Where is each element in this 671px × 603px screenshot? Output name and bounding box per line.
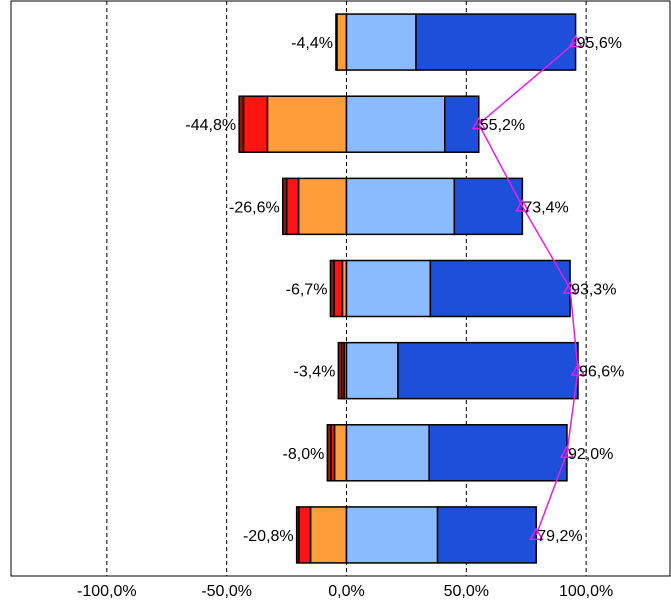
- data-label-positive: 95,6%: [577, 35, 622, 52]
- line-marker: [568, 34, 583, 48]
- bar-positive: [415, 13, 577, 71]
- bar-negative: [298, 506, 312, 564]
- line-marker: [559, 445, 575, 459]
- bar-positive: [345, 177, 456, 236]
- bar-negative: [285, 177, 300, 236]
- bar-negative: [238, 95, 245, 153]
- bar-negative: [337, 341, 343, 400]
- line-path: [477, 41, 579, 536]
- bar-negative: [281, 177, 288, 236]
- bar-positive: [436, 506, 538, 564]
- bar-positive: [345, 259, 432, 318]
- bar-negative: [295, 506, 300, 564]
- bar-negative: [242, 95, 269, 153]
- line-marker: [515, 198, 530, 212]
- data-label-positive: 96,6%: [579, 364, 624, 381]
- line-marker: [471, 116, 487, 130]
- bar-positive: [429, 259, 571, 318]
- bar-positive: [397, 341, 579, 400]
- bar-negative: [336, 13, 348, 71]
- data-label-negative: -44,8%: [185, 117, 236, 134]
- x-tick-label: 0,0%: [328, 583, 364, 600]
- data-label-positive: 55,2%: [480, 117, 525, 134]
- bar-positive: [345, 341, 399, 400]
- bar-negative: [333, 259, 344, 318]
- plot-area: [10, 0, 671, 577]
- bar-negative: [333, 424, 348, 482]
- data-label-negative: -6,7%: [286, 282, 328, 299]
- bar-negative: [309, 506, 348, 564]
- data-label-positive: 73,4%: [523, 199, 568, 216]
- bar-positive: [443, 95, 480, 153]
- bar-positive: [453, 177, 524, 236]
- bar-positive: [345, 506, 439, 564]
- data-label-negative: -8,0%: [283, 446, 325, 463]
- line-marker: [570, 363, 586, 376]
- bar-positive: [345, 95, 446, 153]
- bar-negative: [326, 424, 332, 482]
- data-label-positive: 93,3%: [571, 282, 616, 299]
- line-marker: [562, 280, 578, 294]
- line-marker: [528, 527, 544, 541]
- bar-positive: [345, 13, 417, 71]
- line-series: [471, 34, 586, 541]
- data-label-negative: -20,8%: [243, 528, 294, 545]
- bar-negative: [297, 177, 348, 236]
- data-label-negative: -4,4%: [291, 35, 333, 52]
- x-tick-label: 50,0%: [444, 583, 489, 600]
- data-label-negative: -26,6%: [229, 199, 280, 216]
- bar-series: [238, 13, 579, 564]
- bar-negative: [335, 13, 338, 71]
- x-tick-label: 100,0%: [559, 583, 613, 600]
- data-labels: -4,4% 95,6% -44,8% 55,2% -26,6% 73,4% -6,7% 93,…: [185, 35, 624, 545]
- x-tick-label: -100,0%: [77, 583, 137, 600]
- bar-positive: [428, 424, 568, 482]
- data-label-positive: 79,2%: [537, 528, 582, 545]
- data-label-negative: -3,4%: [294, 364, 336, 381]
- bar-positive: [345, 424, 430, 482]
- x-tick-label: -50,0%: [201, 583, 252, 600]
- x-axis-ticks: -100,0% -50,0% 0,0% 50,0% 100,0%: [77, 583, 613, 600]
- bar-negative: [329, 259, 335, 318]
- data-label-positive: 92,0%: [568, 446, 613, 463]
- bar-negative: [266, 95, 348, 153]
